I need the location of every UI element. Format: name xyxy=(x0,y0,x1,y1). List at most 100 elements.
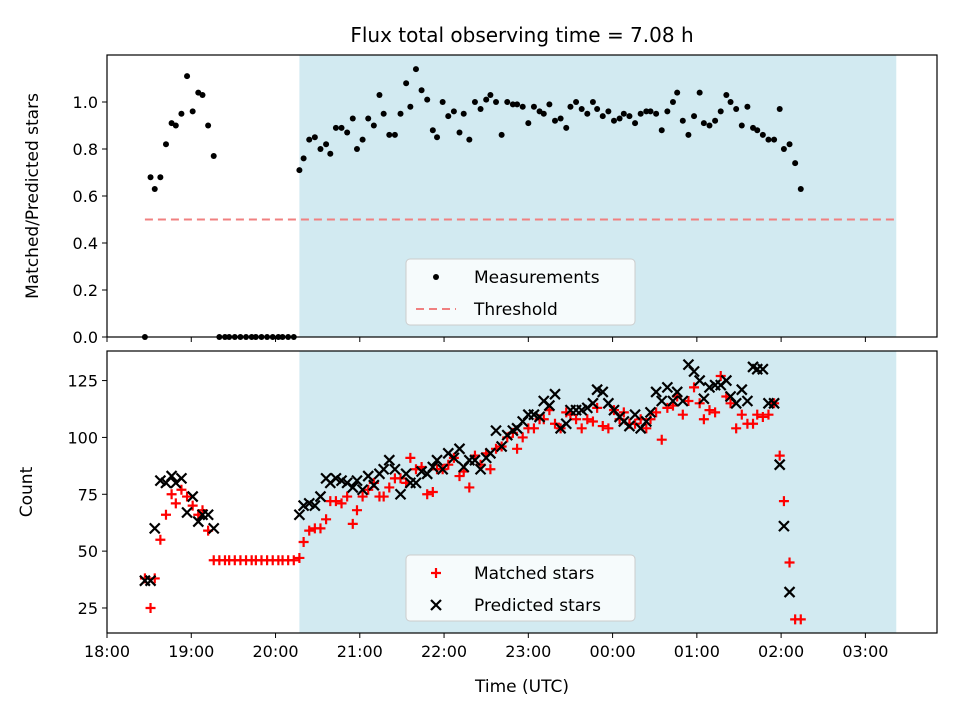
matched-star-point xyxy=(603,423,614,434)
x-tick-label: 01:00 xyxy=(674,642,720,661)
measurement-point xyxy=(525,120,532,127)
measurement-point xyxy=(632,120,639,127)
predicted-star-point xyxy=(377,463,390,476)
matched-star-point xyxy=(528,423,539,434)
predicted-star-point xyxy=(165,470,178,482)
measurement-point xyxy=(306,136,313,143)
measurement-point xyxy=(584,110,591,117)
matched-star-point xyxy=(315,523,326,534)
predicted-star-point xyxy=(671,386,683,398)
predicted-star-point xyxy=(688,365,700,378)
measurement-point xyxy=(620,110,627,117)
measurement-point xyxy=(450,108,457,115)
x-tick-label: 18:00 xyxy=(84,642,130,661)
matched-star-point xyxy=(298,537,309,548)
measurement-point xyxy=(780,146,787,152)
predicted-star-point xyxy=(186,490,199,503)
measurement-point xyxy=(706,122,713,129)
measurement-point xyxy=(151,185,158,192)
measurement-point xyxy=(344,129,351,136)
measurement-point xyxy=(493,99,500,105)
x-tick-label: 03:00 xyxy=(842,642,888,661)
matched-star-point xyxy=(351,505,362,516)
measurement-point xyxy=(412,66,419,73)
measurement-point xyxy=(460,110,467,117)
matched-star-point xyxy=(187,500,198,511)
matched-star-point xyxy=(512,443,523,454)
matched-star-point xyxy=(347,518,358,529)
legend: Measurements Threshold xyxy=(405,258,636,326)
matched-star-point xyxy=(698,414,709,425)
measurement-point xyxy=(184,73,191,80)
matched-star-point xyxy=(485,464,496,475)
matched-star-point xyxy=(427,487,438,497)
measurement-point xyxy=(205,122,212,129)
measurement-point xyxy=(573,99,580,105)
x-tick-label: 21:00 xyxy=(337,642,383,661)
matched-star-point xyxy=(576,423,587,434)
matched-star-point xyxy=(774,450,785,461)
predicted-star-point xyxy=(736,383,748,396)
predicted-star-point xyxy=(356,483,369,496)
predicted-star-point xyxy=(495,440,508,453)
matched-star-point xyxy=(378,491,389,502)
legend-measurement-swatch xyxy=(433,274,439,280)
predicted-star-point xyxy=(427,461,439,473)
matched-star-point xyxy=(641,423,652,434)
measurement-point xyxy=(147,174,154,181)
measurement-point xyxy=(599,113,606,120)
measurement-point xyxy=(434,134,441,141)
predicted-star-point xyxy=(389,463,401,476)
measurement-point xyxy=(483,96,490,103)
predicted-star-point xyxy=(698,392,710,405)
measurement-point xyxy=(733,106,740,113)
predicted-star-point xyxy=(768,397,780,410)
predicted-star-point xyxy=(533,411,546,423)
measurement-point xyxy=(552,117,559,124)
matched-star-point xyxy=(550,418,561,429)
measurement-point xyxy=(727,99,734,105)
measurement-point xyxy=(439,99,446,105)
y-tick-label: 25 xyxy=(78,599,98,618)
measurement-point xyxy=(540,110,547,117)
measurement-point xyxy=(380,110,387,117)
measurement-point xyxy=(487,91,494,98)
matched-star-point xyxy=(710,407,721,418)
matched-star-point xyxy=(689,382,700,393)
measurement-point xyxy=(744,103,751,110)
measurement-point xyxy=(353,146,360,152)
predicted-star-point xyxy=(351,474,363,487)
predicted-star-point xyxy=(543,399,556,412)
y-tick-label: 0.4 xyxy=(73,234,98,253)
predicted-star-point xyxy=(693,374,706,387)
matched-star-point xyxy=(763,409,774,420)
y-axis-label: Matched/Predicted stars xyxy=(23,93,43,299)
measurement-point xyxy=(157,174,164,181)
x-tick-label: 23:00 xyxy=(505,642,551,661)
predicted-star-point xyxy=(655,395,668,407)
matched-star-point xyxy=(405,452,416,463)
y-tick-label: 1.0 xyxy=(73,93,98,112)
measurement-point xyxy=(712,117,719,124)
series-layer xyxy=(139,358,806,625)
matched-star-point xyxy=(321,514,332,525)
predicted-star-point xyxy=(383,454,396,466)
legend-predicted-swatch xyxy=(430,599,442,611)
y-tick-label: 0.2 xyxy=(73,281,98,300)
measurement-point xyxy=(365,115,372,122)
matched-star-point xyxy=(294,552,305,563)
series-layer xyxy=(141,66,897,340)
measurement-point xyxy=(189,108,196,115)
measurement-point xyxy=(626,113,633,120)
x-axis-label: Time (UTC) xyxy=(474,677,569,697)
matched-star-point xyxy=(656,434,667,445)
measurement-point xyxy=(509,101,516,108)
measurement-point xyxy=(759,131,766,138)
predicted-star-point xyxy=(629,408,641,421)
matched-star-point xyxy=(736,409,747,420)
predicted-star-point xyxy=(207,522,220,535)
matched-star-point xyxy=(757,411,768,422)
matched-star-point xyxy=(683,396,694,407)
measurement-point xyxy=(386,131,393,138)
